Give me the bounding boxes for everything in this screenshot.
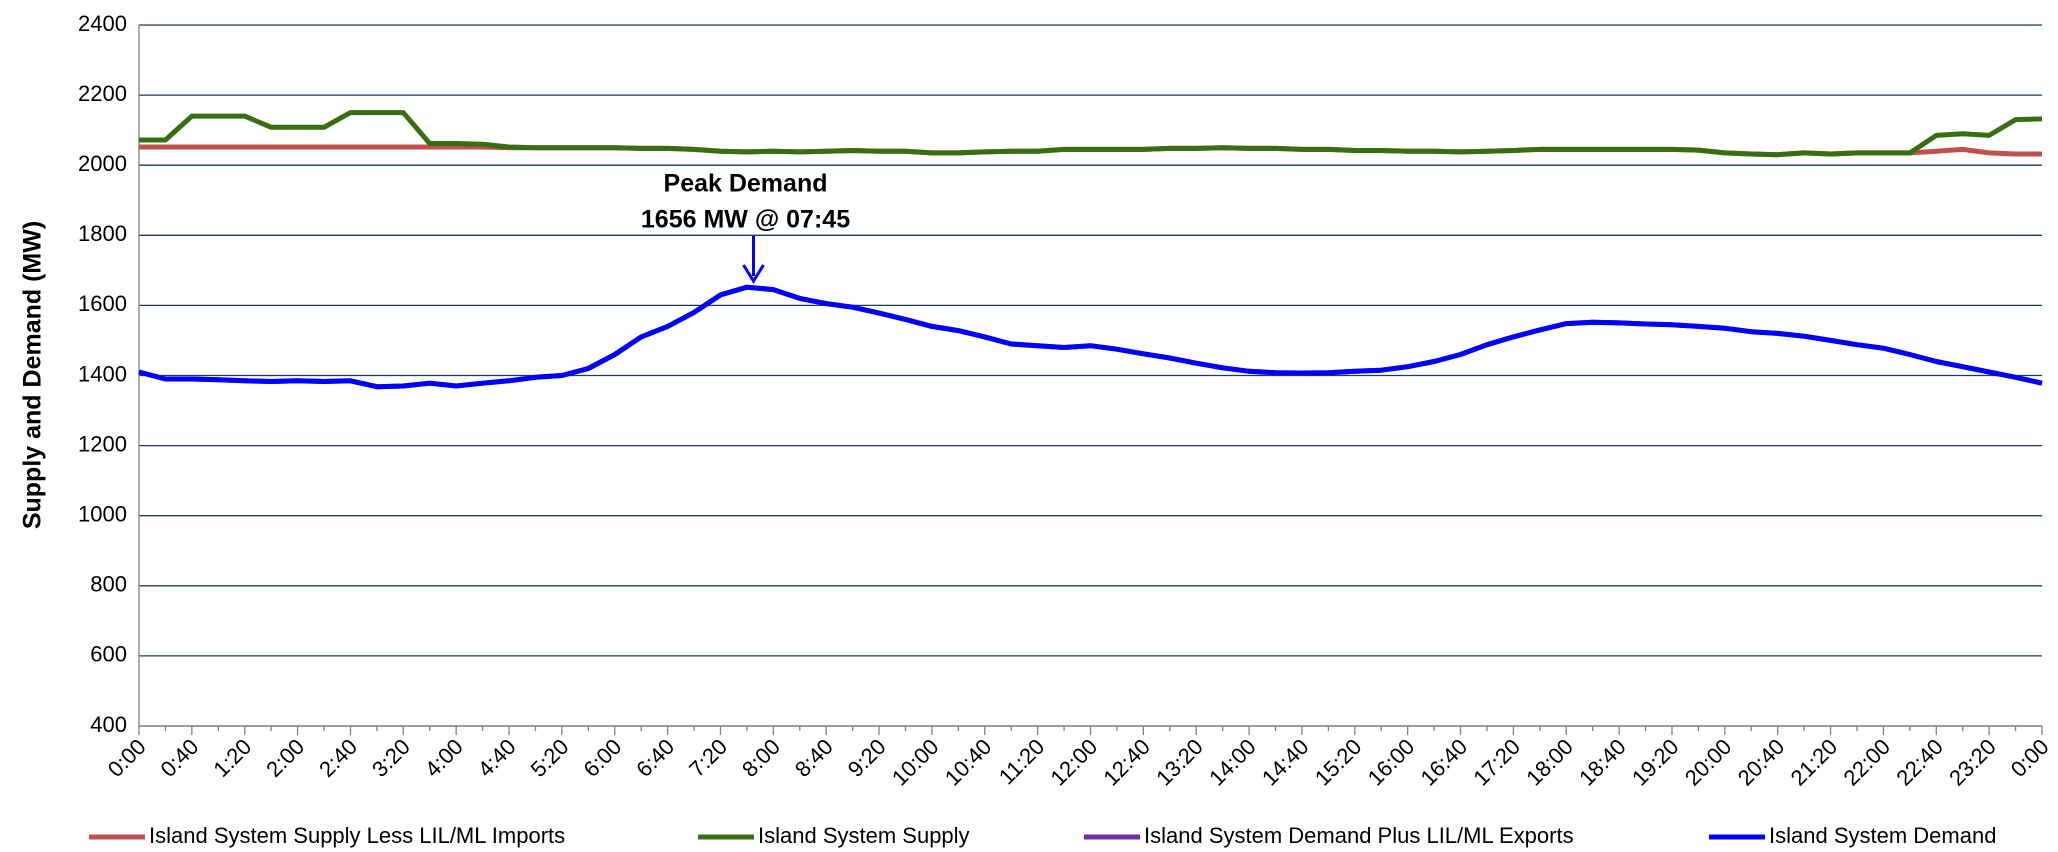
- x-tick-label: 22:00: [1838, 734, 1895, 791]
- x-tick-label: 11:20: [994, 734, 1049, 789]
- annotation: 1656 MW @ 07:45: [641, 206, 850, 234]
- x-tick-label: 14:00: [1204, 734, 1261, 791]
- x-tick-label: 20:40: [1733, 734, 1790, 791]
- annotation-arrowhead: [742, 264, 765, 284]
- x-tick-label: 8:40: [790, 734, 838, 782]
- y-tick-label: 2000: [78, 151, 127, 176]
- x-tick-label: 18:40: [1574, 734, 1631, 791]
- series-line: [138, 284, 2043, 390]
- x-tick-label: 4:40: [473, 734, 521, 782]
- x-tick-label: 15:20: [1310, 734, 1367, 791]
- x-tick-label: 0:00: [2006, 734, 2054, 782]
- y-tick-label: 1800: [78, 221, 127, 246]
- x-tick-label: 13:20: [1151, 734, 1208, 791]
- y-tick-label: 800: [90, 572, 127, 597]
- x-tick-label: 0:00: [103, 734, 151, 782]
- y-axis-label: Supply and Demand (MW): [19, 221, 47, 529]
- series-line: [139, 110, 2043, 158]
- y-tick-label: 2400: [78, 11, 127, 36]
- x-tick-label: 8:00: [737, 734, 785, 782]
- y-tick-label: 2200: [78, 81, 127, 106]
- x-tick-label: 21:20: [1786, 734, 1843, 791]
- y-tick-label: 1400: [78, 361, 127, 386]
- x-tick-label: 10:40: [940, 734, 997, 791]
- x-tick-label: 20:00: [1680, 734, 1737, 791]
- x-tick-label: 10:00: [887, 734, 944, 791]
- x-tick-label: 1:20: [208, 734, 256, 782]
- x-tick-label: 7:20: [684, 734, 732, 782]
- x-tick-label: 2:40: [314, 734, 362, 782]
- x-tick-label: 6:40: [631, 734, 679, 782]
- x-tick-label: 0:40: [156, 734, 204, 782]
- x-tick-label: 17:20: [1468, 734, 1525, 791]
- y-tick-label: 1600: [78, 291, 127, 316]
- x-tick-label: 4:00: [420, 734, 468, 782]
- x-tick-label: 6:00: [578, 734, 626, 782]
- annotation: Peak Demand: [664, 170, 828, 198]
- x-tick-label: 19:20: [1627, 734, 1684, 791]
- x-tick-label: 3:20: [367, 734, 415, 782]
- x-tick-label: 12:00: [1046, 734, 1103, 791]
- x-tick-label: 23:20: [1944, 734, 2001, 791]
- y-tick-label: 1000: [78, 502, 127, 527]
- x-tick-label: 18:00: [1521, 734, 1578, 791]
- y-tick-label: 400: [90, 712, 127, 737]
- x-tick-label: 2:00: [261, 734, 309, 782]
- legend-label: Island System Demand: [1769, 823, 1996, 848]
- x-tick-label: 22:40: [1891, 734, 1948, 791]
- y-tick-label: 1200: [78, 431, 127, 456]
- x-tick-label: 16:40: [1416, 734, 1473, 791]
- y-tick-label: 600: [90, 642, 127, 667]
- x-tick-label: 9:20: [843, 734, 891, 782]
- series-line: [138, 284, 2043, 390]
- x-tick-label: 14:40: [1257, 734, 1314, 791]
- x-tick-label: 16:00: [1363, 734, 1420, 791]
- legend-label: Island System Supply Less LIL/ML Imports: [149, 823, 565, 848]
- x-tick-label: 5:20: [526, 734, 574, 782]
- x-tick-label: 12:40: [1098, 734, 1155, 791]
- legend-label: Island System Supply: [758, 823, 970, 848]
- legend-label: Island System Demand Plus LIL/ML Exports: [1144, 823, 1574, 848]
